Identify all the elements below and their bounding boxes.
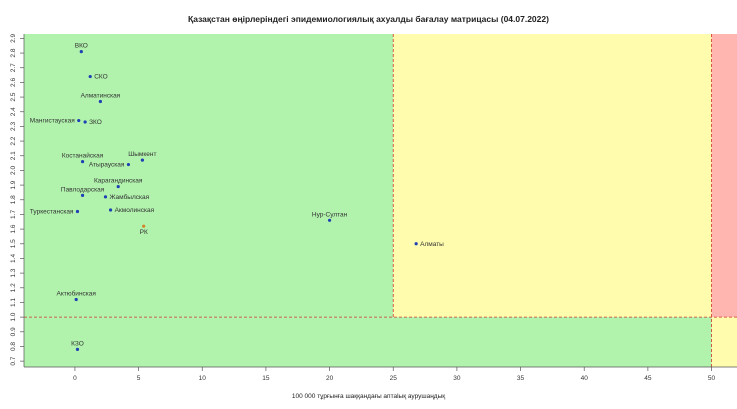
data-point-label: Алматы: [420, 241, 444, 248]
data-point-label: Карагандинская: [94, 178, 143, 185]
risk-zones: [24, 34, 737, 367]
x-tick-label: 20: [326, 375, 334, 382]
y-tick-label: 1.0: [10, 312, 17, 321]
data-point: [116, 184, 120, 189]
x-tick-label: 5: [137, 375, 141, 382]
x-axis-title: 100 000 тұрғынға шаққандағы аптаlық ауру…: [291, 393, 446, 400]
data-point-label: ЗКО: [89, 119, 102, 126]
zone-yellow-upper: [393, 34, 712, 318]
data-point-label: Атырауская: [89, 162, 125, 169]
data-point-label: КЗО: [71, 340, 84, 347]
y-tick-label: 2.2: [10, 136, 17, 145]
y-tick-label: 2.8: [10, 48, 17, 57]
data-point: [75, 347, 80, 351]
y-tick-label: 0.7: [10, 356, 17, 365]
data-point-label: Акмолинская: [115, 207, 155, 214]
x-tick-label: 30: [453, 375, 461, 382]
data-point: [126, 162, 131, 167]
zone-red-upper: [711, 34, 737, 318]
x-tick-label: 10: [199, 375, 207, 382]
x-tick-label: 45: [644, 375, 652, 382]
data-point: [79, 50, 83, 54]
data-point-label: Нур-Султан: [312, 211, 348, 218]
data-point: [108, 208, 113, 212]
data-point: [83, 120, 87, 124]
data-point-label: Костанайская: [62, 152, 104, 160]
data-point-label: ВКО: [75, 43, 88, 50]
y-tick-label: 2.3: [10, 122, 17, 131]
zone-green-upper: [24, 34, 394, 318]
y-tick-label: 2.6: [10, 78, 17, 87]
y-tick-label: 1.9: [10, 180, 17, 189]
data-point: [77, 118, 81, 123]
data-point-label: Мангистауская: [30, 118, 75, 125]
y-tick-label: 1.7: [10, 210, 17, 219]
y-tick-label: 2.4: [10, 107, 17, 116]
data-point-label: Шымкент: [128, 151, 156, 158]
data-point-label: Алматинская: [81, 92, 121, 99]
data-point-label: Павлодарская: [61, 186, 105, 193]
y-tick-label: 2.7: [10, 63, 17, 72]
y-tick-label: 2.5: [10, 92, 17, 101]
y-tick-label: 0.9: [10, 327, 17, 336]
data-point: [414, 242, 418, 246]
y-tick-label: 0.8: [10, 342, 17, 351]
x-tick-label: 25: [390, 375, 398, 382]
data-points: ВКО СКО Алматинская Мангистауская ЗКО Костана…: [30, 43, 444, 351]
y-tick-label: 1.5: [10, 239, 17, 248]
data-point: [74, 297, 78, 302]
data-point: [80, 160, 85, 164]
y-tick-label: 1.2: [10, 283, 17, 292]
data-point: [80, 193, 85, 197]
y-tick-label: 1.6: [10, 224, 17, 233]
y-tick-label: 2.1: [10, 151, 17, 160]
y-tick-label: 2.9: [10, 34, 17, 43]
data-point: [140, 158, 145, 162]
zone-yellow-lower: [711, 317, 737, 367]
y-tick-label: 1.1: [10, 298, 17, 307]
data-point: [103, 195, 108, 199]
data-point: [142, 224, 146, 228]
data-point-label: Жамбылская: [109, 193, 149, 201]
x-tick-label: 50: [708, 375, 716, 382]
zone-green-lower: [24, 317, 712, 367]
y-tick-label: 1.3: [10, 268, 17, 277]
data-point: [88, 74, 92, 79]
x-tick-label: 15: [262, 375, 270, 382]
y-tick-label: 2.0: [10, 166, 17, 175]
data-point-label: СКО: [94, 74, 107, 81]
data-point-label: Актюбинская: [56, 290, 96, 298]
data-point: [98, 99, 102, 104]
y-tick-label: 1.4: [10, 254, 17, 263]
data-point-label: РК: [140, 229, 148, 236]
data-point: [75, 209, 80, 214]
data-point-label: Туркестанская: [30, 209, 74, 216]
axes: 0 5 10 15 20 25 30 35 40 45 50 0.7 0.8 0.9 1.0 1.1 1.2 1.…: [10, 34, 737, 382]
x-tick-label: 0: [73, 375, 77, 382]
x-tick-label: 40: [581, 375, 589, 382]
y-tick-label: 1.8: [10, 195, 17, 204]
chart-title: Қазақстан өңірлеріндегі эпидемиологиялық…: [188, 14, 549, 24]
data-point: [327, 218, 332, 222]
x-tick-label: 35: [517, 375, 525, 382]
